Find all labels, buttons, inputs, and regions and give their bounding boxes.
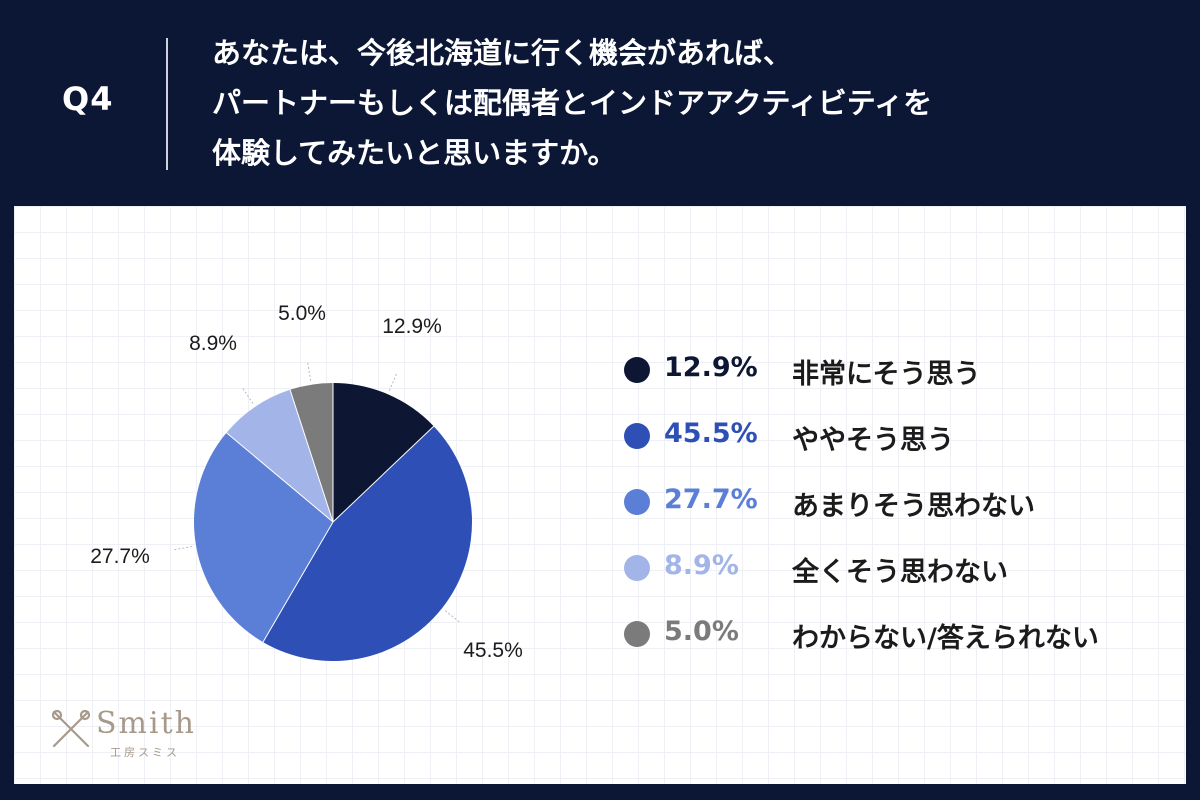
header-divider [166,38,168,170]
pie-slice-2 [262,426,472,661]
legend-dot-icon [624,555,650,581]
legend-label: 非常にそう思う [792,359,981,390]
legend-percent: 27.7% [664,484,758,515]
slice-separator [332,425,435,523]
legend-percent: 5.0% [664,616,739,647]
header-band: Q4 あなたは、今後北海道に行く機会があれば、 パートナーもしくは配偶者とインド… [0,0,1200,205]
question-text: あなたは、今後北海道に行く機会があれば、 パートナーもしくは配偶者とインドアアク… [212,28,1172,178]
legend-percent: 12.9% [664,352,758,383]
pie-slice-1 [333,383,434,522]
legend-percent: 45.5% [664,418,758,449]
pie-slice-4 [226,389,333,522]
slice-separator [262,521,334,643]
pie-data-label-3: 27.7% [90,545,150,568]
pie-data-label-5: 5.0% [278,302,326,325]
logo-subtext: 工房スミス [110,746,180,759]
question-line-3: 体験してみたいと思いますか。 [212,136,617,170]
logo-text: Smith [96,706,196,741]
legend-label: ややそう思う [792,425,954,456]
pie-data-label-2: 45.5% [463,639,523,662]
pie-data-label-1: 12.9% [382,315,442,338]
leader-line-4 [242,388,254,404]
legend-dot-icon [624,621,650,647]
pie-slice-3 [193,432,333,643]
legend-label: わからない/答えられない [792,623,1099,654]
leader-line-2 [444,610,460,623]
slice-separator [226,432,334,523]
slice-separator [289,389,334,523]
question-number: Q4 [62,80,114,118]
smith-logo: Smith 工房スミス [48,706,194,759]
legend-dot-icon [624,489,650,515]
legend-label: あまりそう思わない [792,491,1035,522]
question-line-2: パートナーもしくは配偶者とインドアアクティビティを [212,86,933,120]
legend-dot-icon [624,423,650,449]
legend-dot-icon [624,357,650,383]
leader-line-5 [307,362,312,381]
pie-slice-5 [290,383,333,522]
question-line-1: あなたは、今後北海道に行く機会があれば、 [212,36,793,70]
crossed-tools-icon [51,709,91,748]
legend-percent: 8.9% [664,550,739,581]
leader-line-3 [174,546,193,551]
pie-data-label-4: 8.9% [189,332,237,355]
legend-label: 全くそう思わない [792,557,1008,588]
leader-line-1 [388,373,397,391]
